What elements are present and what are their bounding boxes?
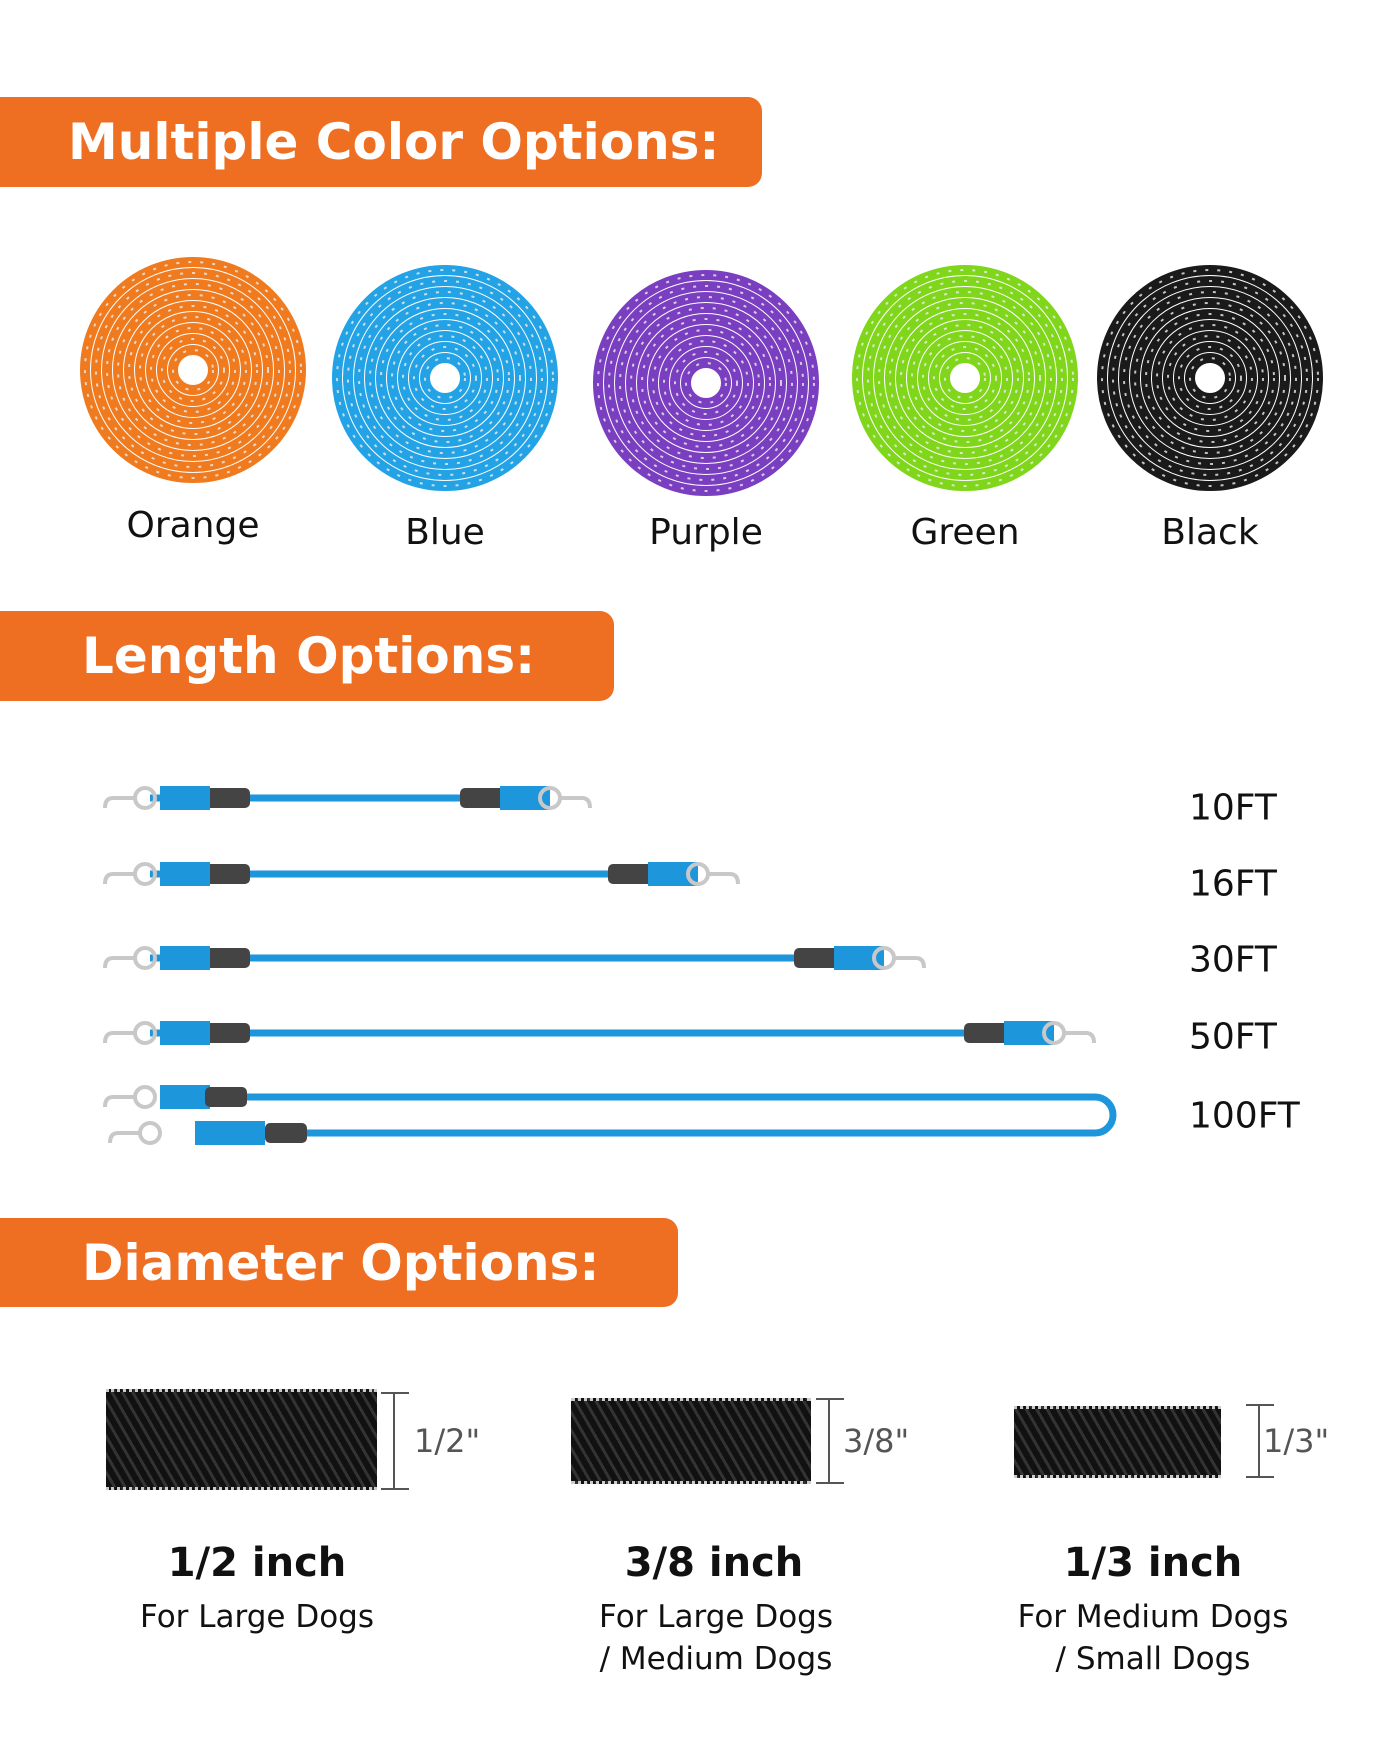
leash-line bbox=[230, 1093, 1117, 1137]
diameter-desc: For Medium Dogs / Small Dogs bbox=[1017, 1599, 1289, 1677]
dimension-marker bbox=[381, 1392, 409, 1490]
dimension-marker bbox=[816, 1398, 844, 1484]
leash-coil-purple bbox=[593, 270, 819, 496]
leash-coil-black bbox=[1097, 265, 1323, 491]
dimension-label: 1/2" bbox=[414, 1422, 481, 1460]
length-label: 50FT bbox=[1189, 1016, 1277, 1058]
length-label: 16FT bbox=[1189, 863, 1277, 905]
diameter-options-title: Diameter Options: bbox=[82, 1233, 600, 1292]
dimension-label: 1/3" bbox=[1263, 1422, 1330, 1460]
diameter-options-banner: Diameter Options: bbox=[0, 1218, 678, 1307]
color-label: Blue bbox=[405, 512, 485, 553]
length-options-banner: Length Options: bbox=[0, 611, 614, 701]
length-options-title: Length Options: bbox=[82, 627, 536, 685]
color-label: Orange bbox=[126, 505, 260, 546]
dimension-label: 3/8" bbox=[843, 1422, 910, 1460]
color-label: Black bbox=[1161, 512, 1259, 553]
snap-hook-icon bbox=[872, 946, 926, 970]
diameter-title: 3/8 inch bbox=[624, 1540, 804, 1586]
rope-swatch-1-3 bbox=[1014, 1406, 1221, 1478]
color-options-title: Multiple Color Options: bbox=[68, 113, 720, 171]
diameter-desc: For Large Dogs / Medium Dogs bbox=[598, 1599, 834, 1677]
color-label: Green bbox=[910, 512, 1020, 553]
rope-swatch-1-2 bbox=[106, 1389, 377, 1490]
snap-hook-icon bbox=[103, 1021, 157, 1045]
diameter-title: 1/3 inch bbox=[1063, 1540, 1243, 1586]
snap-hook-icon bbox=[686, 862, 740, 886]
color-options-banner: Multiple Color Options: bbox=[0, 97, 762, 187]
snap-hook-icon bbox=[103, 946, 157, 970]
snap-hook-icon bbox=[108, 1121, 162, 1145]
leash-coil-green bbox=[852, 265, 1078, 491]
length-label: 30FT bbox=[1189, 939, 1277, 981]
snap-hook-icon bbox=[103, 786, 157, 810]
diameter-desc: For Large Dogs bbox=[139, 1599, 375, 1635]
snap-hook-icon bbox=[538, 786, 592, 810]
leash-coil-blue bbox=[332, 265, 558, 491]
leash-coil-orange bbox=[80, 257, 306, 483]
snap-hook-icon bbox=[103, 1085, 157, 1109]
diameter-title: 1/2 inch bbox=[167, 1540, 347, 1586]
length-label: 10FT bbox=[1189, 787, 1277, 829]
length-label: 100FT bbox=[1189, 1095, 1300, 1137]
snap-hook-icon bbox=[103, 862, 157, 886]
dimension-marker bbox=[1246, 1404, 1274, 1478]
snap-hook-icon bbox=[1042, 1021, 1096, 1045]
color-label: Purple bbox=[649, 512, 763, 553]
rope-swatch-3-8 bbox=[571, 1398, 811, 1484]
